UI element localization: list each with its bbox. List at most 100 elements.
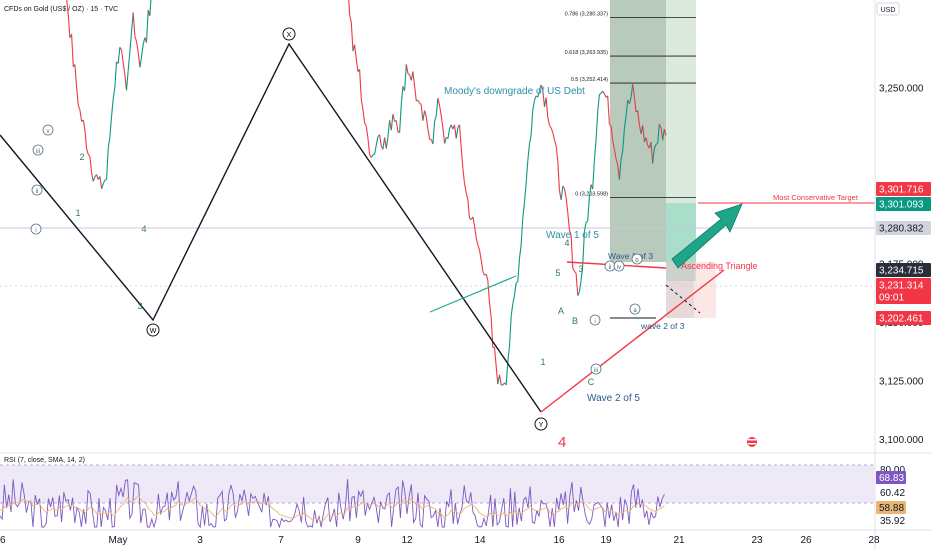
price-segment <box>652 148 655 164</box>
svg-text:4: 4 <box>141 224 146 234</box>
price-segment <box>523 183 527 203</box>
price-segment <box>137 52 141 68</box>
wave-label: A <box>558 306 564 316</box>
price-segment <box>91 172 94 182</box>
wave-label: 4 <box>564 238 569 248</box>
price-segment <box>84 129 88 149</box>
svg-text:v: v <box>47 129 50 135</box>
stop-zone-gray <box>666 262 694 318</box>
currency-badge[interactable] <box>876 2 900 16</box>
price-segment <box>533 95 537 101</box>
price-segment <box>416 99 419 102</box>
price-segment <box>505 362 509 385</box>
wave-marker-x: X <box>282 27 296 41</box>
fib-level-label: 0.786 (3,280.337) <box>565 12 609 18</box>
price-segment <box>67 14 71 38</box>
price-segment <box>424 110 427 117</box>
price-tags: 3,301.716 3,301.093 3,280.382 3,234.715 3,23… <box>876 182 931 325</box>
wave-label: 3 <box>137 301 142 311</box>
price-segment <box>419 102 422 106</box>
x-tick-label: 21 <box>673 535 685 546</box>
price-segment <box>112 86 116 99</box>
svg-text:i: i <box>35 228 36 234</box>
price-segment <box>359 69 362 100</box>
price-segment <box>660 127 664 141</box>
price-segment <box>580 264 584 281</box>
price-segment <box>592 160 595 190</box>
price-segment <box>567 212 570 230</box>
wave-label: 3 <box>578 264 583 274</box>
time-axis[interactable]: 26 May 3 7 9 12 14 16 19 21 23 26 28 <box>0 529 932 546</box>
price-segment <box>607 95 610 125</box>
fib-zone-dark <box>610 0 666 262</box>
price-segment <box>527 143 531 161</box>
price-segment <box>114 61 118 87</box>
price-segment <box>528 135 532 144</box>
price-segment <box>542 90 546 107</box>
price-segment <box>625 99 629 117</box>
wave-label: i <box>589 314 601 326</box>
price-segment <box>420 104 424 121</box>
price-segment <box>518 245 522 259</box>
price-segment <box>387 120 391 138</box>
price-segment <box>585 220 589 223</box>
wave-label: 4 <box>141 224 146 234</box>
price-segment <box>550 127 554 133</box>
price-segment <box>140 44 144 58</box>
wave-label: 5 <box>555 268 560 278</box>
price-segment <box>597 94 600 112</box>
x-tick-label: 26 <box>0 535 6 546</box>
price-segment <box>493 347 497 367</box>
price-segment <box>134 36 138 42</box>
rsi-badge <box>876 501 906 514</box>
price-segment <box>374 144 377 155</box>
price-segment <box>488 302 492 318</box>
price-segment <box>348 0 351 16</box>
price-segment <box>414 85 417 101</box>
price-segment <box>467 200 471 219</box>
svg-text:ii: ii <box>36 189 39 195</box>
price-segment <box>350 22 354 52</box>
price-segment <box>362 109 366 123</box>
price-segment <box>370 154 374 158</box>
price-tag-label: 3,202.461 <box>879 314 924 325</box>
price-segment <box>595 111 599 140</box>
y-tick-label: 3,250.000 <box>879 84 924 95</box>
price-segment <box>513 283 517 296</box>
wave-label: v <box>42 124 54 136</box>
price-segment <box>104 178 107 181</box>
price-axis[interactable]: USD 3,450.0003,425.0003,400.0003,375.000… <box>874 0 932 550</box>
price-segment <box>530 110 534 136</box>
wave-label: a <box>629 303 641 315</box>
price-segment <box>510 303 514 316</box>
price-segment <box>135 41 139 53</box>
price-segment <box>608 123 612 127</box>
price-tag <box>876 197 931 211</box>
wave-label: b <box>631 253 643 265</box>
rsi-badge <box>876 471 906 484</box>
price-segment <box>455 127 459 139</box>
svg-text:1: 1 <box>540 357 545 367</box>
wave-label: iii <box>590 363 602 375</box>
svg-text:i: i <box>594 319 595 325</box>
price-segment <box>99 176 103 189</box>
price-segment <box>582 231 585 265</box>
price-segment <box>612 140 615 150</box>
wave-marker-y: Y <box>534 417 548 431</box>
price-segment <box>425 116 429 129</box>
price-segment <box>650 142 654 164</box>
annotation-wave-2-of-5: Wave 2 of 5 <box>587 393 640 404</box>
price-segment <box>473 225 477 238</box>
price-segment <box>127 51 131 71</box>
price-segment <box>515 280 519 284</box>
price-segment <box>444 137 447 144</box>
price-segment <box>89 156 93 173</box>
price-segment <box>615 158 619 165</box>
price-segment <box>645 137 649 146</box>
price-segment <box>517 258 521 282</box>
price-segment <box>360 99 364 110</box>
price-segment <box>107 136 111 149</box>
wave-label: ii <box>604 260 616 272</box>
